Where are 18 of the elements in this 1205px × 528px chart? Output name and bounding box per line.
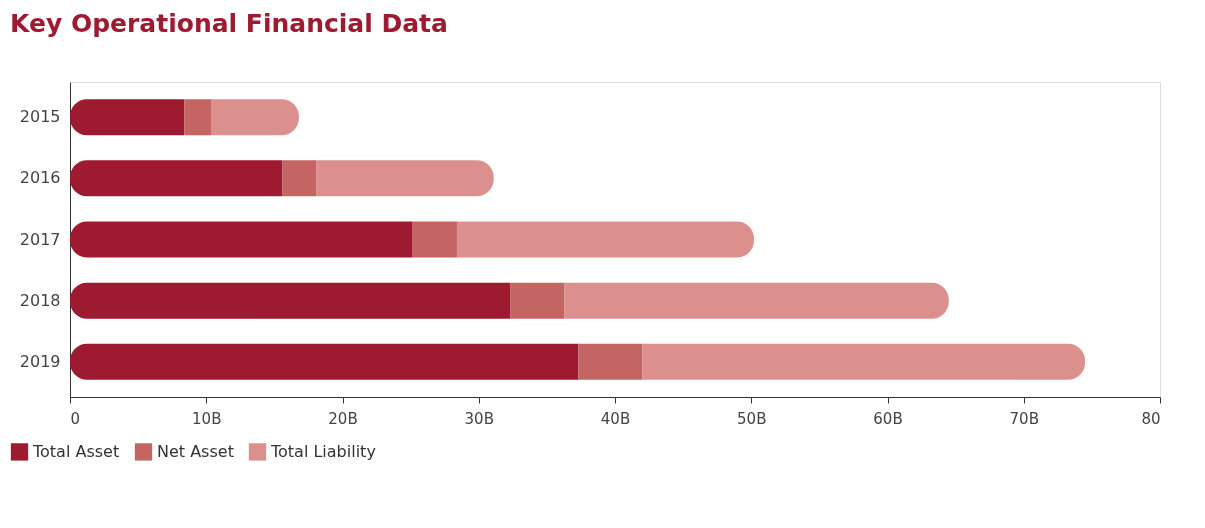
x-tick-label: 30B: [464, 409, 494, 428]
x-tick-label: 40B: [600, 409, 631, 428]
y-tick-label: 2017: [19, 229, 61, 249]
chart-title: Key Operational Financial Data: [10, 9, 448, 38]
x-tick-label: 20B: [328, 409, 358, 428]
x-tick-label: 10B: [192, 409, 222, 428]
x-tick-label: 50B: [737, 409, 767, 428]
x-tick-label: 70B: [1009, 409, 1039, 428]
y-tick-label: 2019: [19, 351, 61, 371]
legend-label: Total Liability: [270, 441, 376, 461]
x-tick-label: 80: [1141, 409, 1161, 428]
y-tick-label: 2015: [19, 107, 61, 127]
x-tick-label: 0: [70, 409, 81, 428]
x-tick-label: 60B: [873, 409, 903, 428]
legend-label: Net Asset: [157, 441, 234, 461]
y-tick-label: 2018: [19, 290, 61, 310]
y-tick-label: 2016: [19, 168, 61, 188]
legend-label: Total Asset: [32, 441, 120, 461]
